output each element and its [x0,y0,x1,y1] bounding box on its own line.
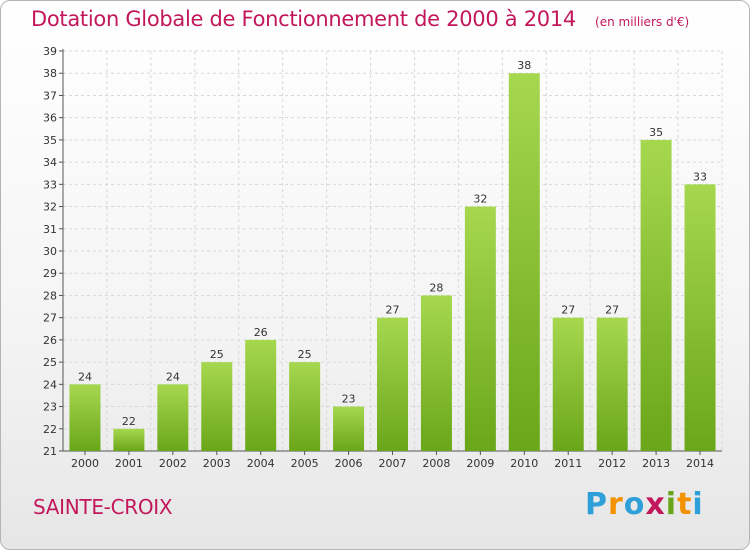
bar-value-label: 27 [561,304,575,317]
x-tick-label: 2014 [686,457,714,470]
y-tick-label: 21 [43,445,57,458]
bar [596,317,628,451]
logo-letter: i [665,487,678,522]
y-tick-label: 39 [43,45,57,58]
bar [508,73,540,451]
x-tick-label: 2005 [291,457,319,470]
y-tick-labels: 21 22 23 24 25 26 27 28 29 30 31 32 33 34 35 36 37 38 39 [43,45,57,458]
bar [69,384,101,451]
y-tick-label: 22 [43,423,57,436]
bar [640,139,672,451]
bar [157,384,189,451]
y-tick-label: 33 [43,178,57,191]
y-tick-label: 29 [43,267,57,280]
y-tick-label: 37 [43,89,57,102]
bar [420,295,452,451]
bar-value-label: 28 [429,281,443,294]
x-tick-label: 2006 [335,457,363,470]
bar-value-label: 33 [693,170,707,183]
x-tick-label: 2011 [554,457,582,470]
chart-title: Dotation Globale de Fonctionnement de 20… [31,7,576,31]
y-tick-label: 30 [43,245,57,258]
bar-value-label: 27 [605,304,619,317]
y-tick-label: 35 [43,134,57,147]
x-tick-label: 2008 [422,457,450,470]
town-name: SAINTE-CROIX [33,495,173,519]
bars [69,73,716,452]
y-tick-label: 28 [43,289,57,302]
x-tick-label: 2010 [510,457,538,470]
chart-title-row: Dotation Globale de Fonctionnement de 20… [31,7,689,31]
y-tick-label: 27 [43,312,57,325]
bar-value-label: 22 [122,415,136,428]
bar-value-label: 25 [298,348,312,361]
y-tick-label: 38 [43,67,57,80]
bar-value-label: 38 [517,59,531,72]
bar-value-label: 23 [342,393,356,406]
bar [333,406,365,451]
x-tick-label: 2004 [247,457,275,470]
bar [552,317,584,451]
y-tick-label: 32 [43,201,57,214]
bar [289,362,321,451]
x-tick-label: 2001 [115,457,143,470]
y-tick-label: 24 [43,378,57,391]
logo-letter: o [623,487,646,522]
bar-value-label: 24 [166,370,180,383]
chart-unit: (en milliers d'€) [595,15,690,29]
x-tick-label: 2013 [642,457,670,470]
bar [464,206,496,451]
logo-letter: r [608,487,624,522]
x-tick-labels: 2000 2001 2002 2003 2004 2005 2006 2007 2008 2009… [71,457,714,470]
bar [201,362,233,451]
x-tick-label: 2007 [379,457,407,470]
y-tick-label: 25 [43,356,57,369]
bar-value-label: 26 [254,326,268,339]
value-labels: 24 22 24 25 26 25 23 27 28 32 38 27 27 35 33 [78,59,707,428]
x-tick-label: 2009 [466,457,494,470]
x-tick-label: 2003 [203,457,231,470]
bar [684,184,716,452]
logo-letter: i [692,487,704,522]
bar-value-label: 24 [78,370,92,383]
bar-value-label: 25 [210,348,224,361]
y-tick-label: 31 [43,223,57,236]
y-tick-label: 36 [43,112,57,125]
logo-letter: P [585,487,608,522]
x-tick-label: 2012 [598,457,626,470]
bar [377,317,408,451]
bar-value-label: 32 [473,193,487,206]
bar [245,339,277,451]
bar [113,428,145,451]
logo-letter: x [645,487,666,522]
proxiti-logo: Proxiti [585,487,704,522]
bar-value-label: 35 [649,126,663,139]
y-tick-label: 26 [43,334,57,347]
bar-value-label: 27 [386,304,400,317]
y-tick-label: 23 [43,401,57,414]
x-tick-label: 2000 [71,457,99,470]
x-tick-label: 2002 [159,457,187,470]
y-tick-label: 34 [43,156,57,169]
logo-letter: t [677,487,693,522]
